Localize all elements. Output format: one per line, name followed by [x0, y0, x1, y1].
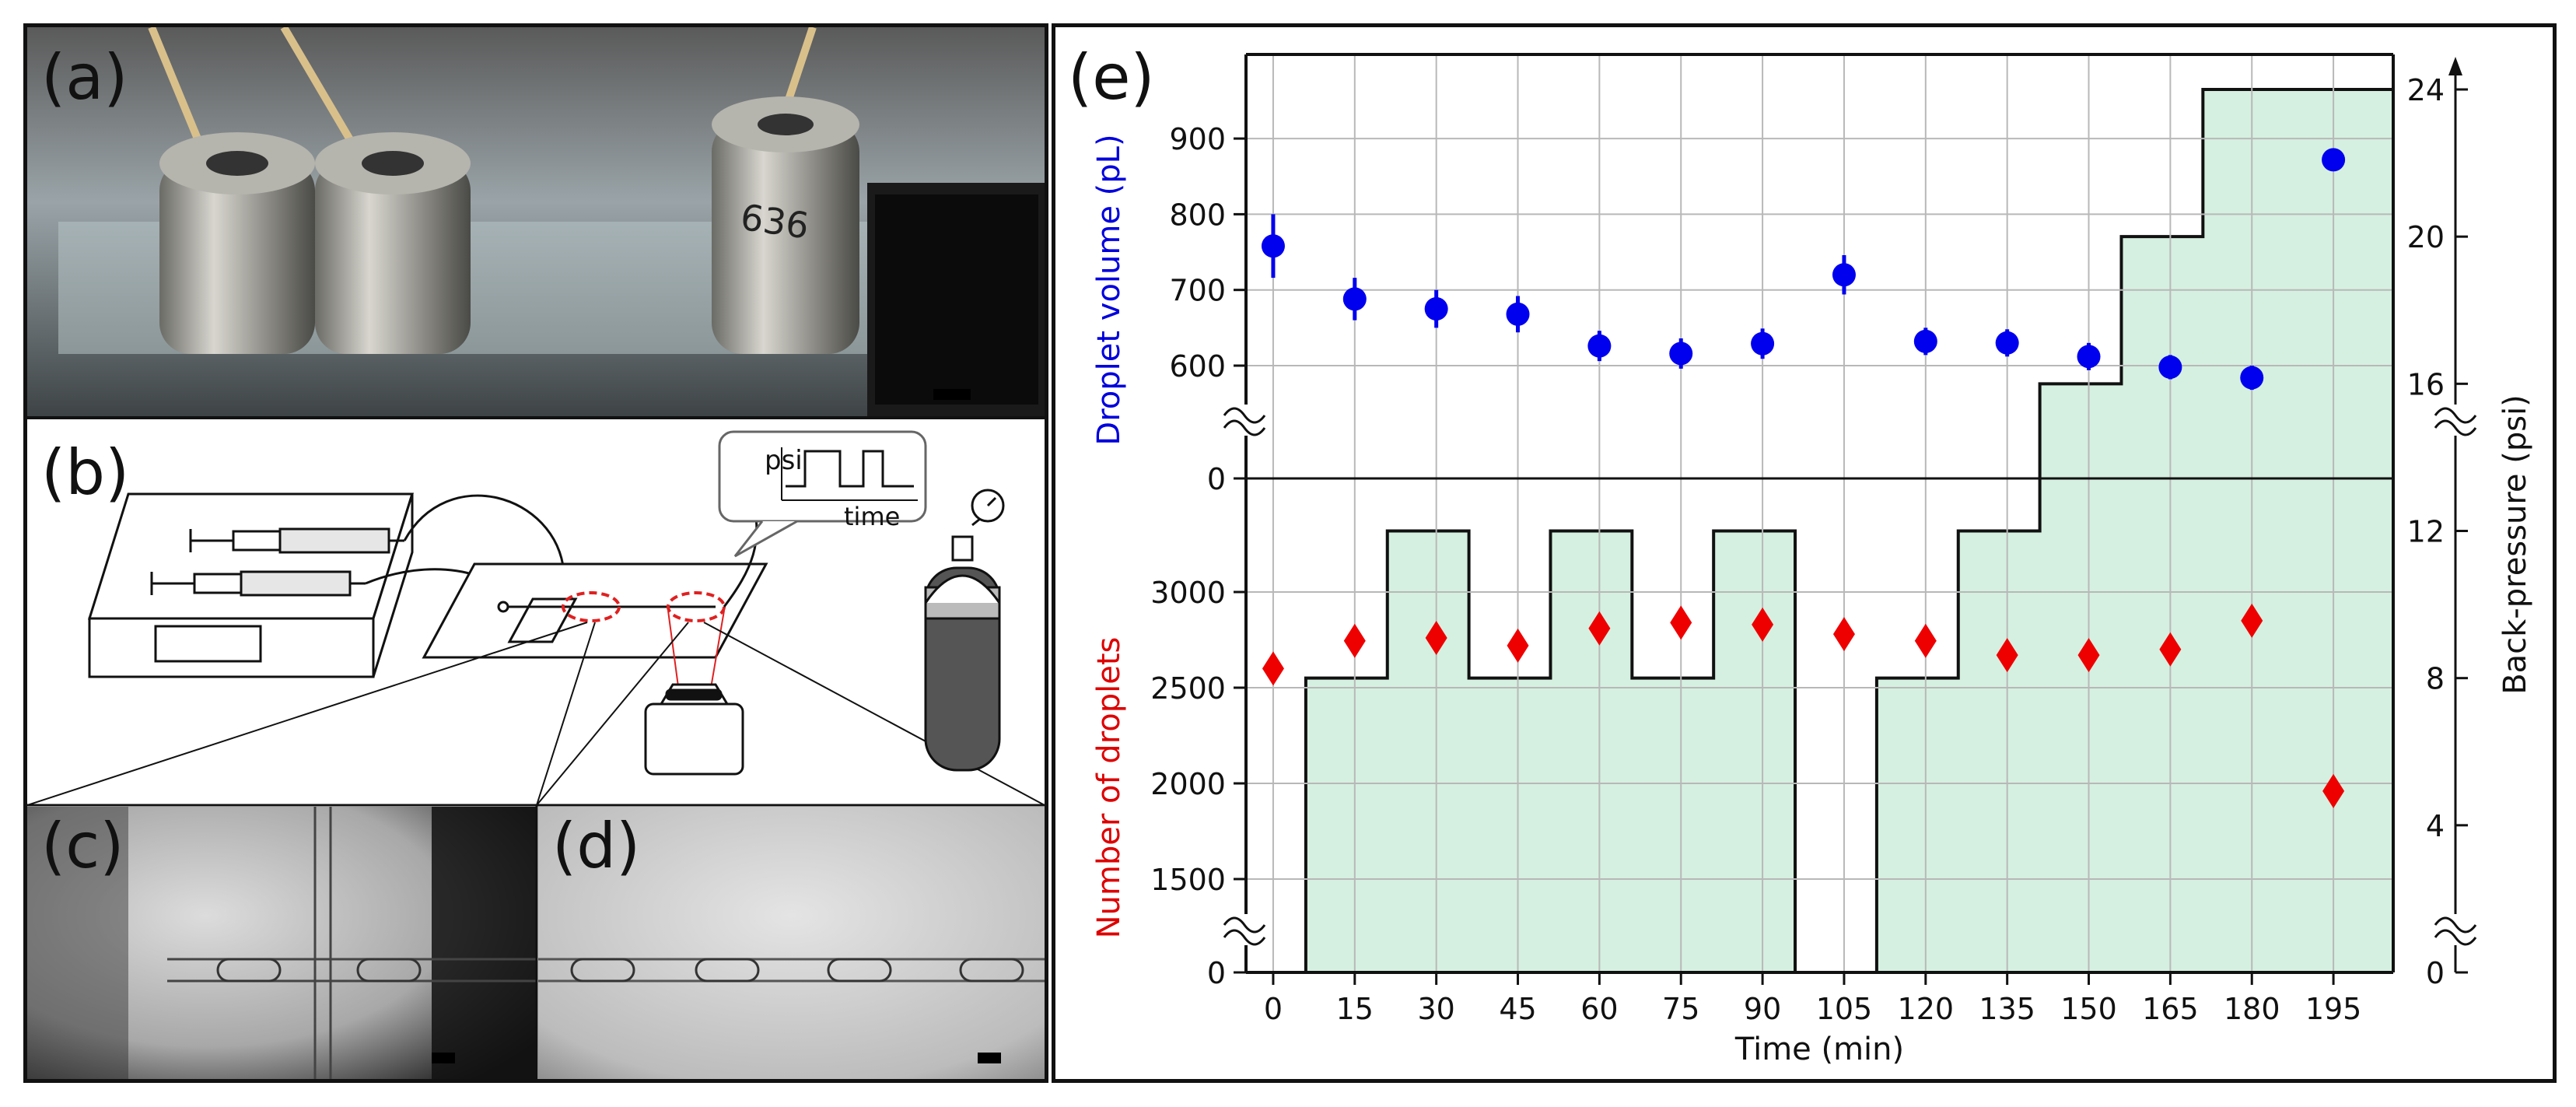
count-point	[1262, 651, 1284, 686]
y-top-tick-label: 600	[1169, 349, 1226, 384]
y-bottom-tick-label: 0	[1207, 956, 1226, 990]
psi-tick-label: 4	[2426, 809, 2445, 843]
syringe-2	[150, 570, 366, 597]
count-point	[1507, 628, 1529, 663]
schematic-b	[26, 430, 1045, 806]
psi-tick-label: 20	[2407, 220, 2445, 254]
count-point	[1670, 605, 1692, 640]
gas-cylinder	[924, 489, 1005, 772]
count-point	[1996, 638, 2018, 673]
x-tick-label: 135	[1979, 992, 2035, 1026]
panel-label-a: (a)	[41, 41, 128, 114]
panel-label-e: (e)	[1068, 41, 1155, 114]
volume-point	[1342, 287, 1367, 311]
x-tick-label: 15	[1336, 992, 1374, 1026]
x-tick-label: 150	[2060, 992, 2117, 1026]
micrograph-c	[27, 807, 537, 1079]
y-top-tick-label: 0	[1207, 462, 1226, 496]
psi-axis-arrow	[2448, 57, 2462, 75]
x-tick-label: 60	[1580, 992, 1618, 1026]
volume-point	[2158, 355, 2182, 379]
panel-label-b: (b)	[41, 436, 129, 509]
x-tick-label: 75	[1662, 992, 1699, 1026]
chart-e: 0 15 30 45 60 75 90 105 120 135 150 165 180 195600700…	[1055, 27, 2553, 1079]
inset-ylabel: psi	[765, 445, 803, 476]
x-tick-label: 0	[1264, 992, 1283, 1026]
count-point	[2241, 603, 2263, 638]
microfluidic-chip	[422, 562, 768, 659]
axis-break-mark	[1223, 407, 1266, 436]
photo-a: 636	[27, 25, 1046, 416]
volume-point	[1587, 334, 1612, 358]
x-tick-label: 45	[1499, 992, 1536, 1026]
x-tick-label: 165	[2142, 992, 2199, 1026]
panel-label-d: (d)	[552, 810, 640, 882]
axis-break-mark	[1223, 916, 1266, 946]
psi-tick-label: 8	[2426, 662, 2445, 696]
axes: 0 15 30 45 60 75 90 105 120 135 150 165 180 195600700…	[1150, 53, 2479, 1026]
psi-tick-label: 24	[2407, 73, 2445, 107]
count-point	[2077, 638, 2100, 673]
x-tick-label: 120	[1898, 992, 1955, 1026]
y-bottom-tick-label: 3000	[1150, 576, 1226, 610]
count-point	[2322, 773, 2345, 808]
count-point	[1425, 621, 1447, 656]
left-figure: 636 (a)	[26, 25, 1046, 1079]
volume-point	[1832, 263, 1856, 287]
count-point	[1914, 623, 1937, 658]
count-point	[1752, 607, 1774, 642]
vial-marking: 636	[738, 196, 811, 247]
volume-point	[1913, 329, 1937, 353]
y-bottom-tick-label: 2000	[1150, 767, 1226, 801]
y-axis-label-right: Back-pressure (psi)	[2497, 394, 2533, 695]
y-bottom-tick-label: 1500	[1150, 863, 1226, 897]
x-axis-label: Time (min)	[1734, 1032, 1904, 1067]
volume-point	[1424, 297, 1448, 321]
back-pressure-layer	[1246, 88, 2393, 974]
volume-point	[1995, 331, 2019, 355]
scale-bar-a	[933, 389, 971, 400]
volume-point	[1506, 302, 1530, 326]
count-point	[1343, 623, 1366, 658]
scale-bar-c	[432, 1053, 455, 1063]
y-top-tick-label: 900	[1169, 122, 1226, 156]
volume-point	[2322, 148, 2346, 172]
volume-point	[1261, 234, 1285, 258]
x-tick-label: 90	[1744, 992, 1781, 1026]
micrograph-d	[538, 807, 1045, 1079]
syringe-1	[189, 527, 404, 554]
x-tick-label: 195	[2305, 992, 2362, 1026]
psi-tick-label: 16	[2407, 367, 2445, 401]
axis-break-mark	[2434, 916, 2477, 946]
y-axis-label-bottom: Number of droplets	[1091, 637, 1127, 939]
x-tick-label: 180	[2224, 992, 2280, 1026]
x-tick-label: 30	[1417, 992, 1454, 1026]
scale-bar-d	[978, 1053, 1001, 1063]
y-bottom-tick-label: 2500	[1150, 671, 1226, 706]
back-pressure-step-line	[1246, 88, 2393, 974]
volume-point	[1751, 331, 1775, 356]
psi-tick-label: 0	[2426, 956, 2445, 990]
volume-point	[1669, 342, 1693, 366]
axis-break-mark	[2434, 407, 2477, 436]
y-top-tick-label: 800	[1169, 198, 1226, 232]
y-axis-label-top: Droplet volume (pL)	[1091, 134, 1127, 445]
objective	[644, 683, 744, 776]
chart-panel: 0 15 30 45 60 75 90 105 120 135 150 165 180 195 600 700…	[1052, 23, 2557, 1083]
count-point	[2159, 632, 2182, 667]
left-panel: 636 (a)	[23, 23, 1048, 1083]
psi-tick-label: 12	[2407, 515, 2445, 549]
panel-label-c: (c)	[41, 810, 124, 882]
volume-point	[2240, 366, 2264, 390]
inset-xlabel: time	[844, 502, 900, 531]
x-tick-label: 105	[1816, 992, 1873, 1026]
back-pressure-area	[1246, 89, 2393, 972]
volume-point	[2077, 345, 2101, 369]
pressure-callout	[718, 430, 927, 523]
y-top-tick-label: 700	[1169, 274, 1226, 308]
